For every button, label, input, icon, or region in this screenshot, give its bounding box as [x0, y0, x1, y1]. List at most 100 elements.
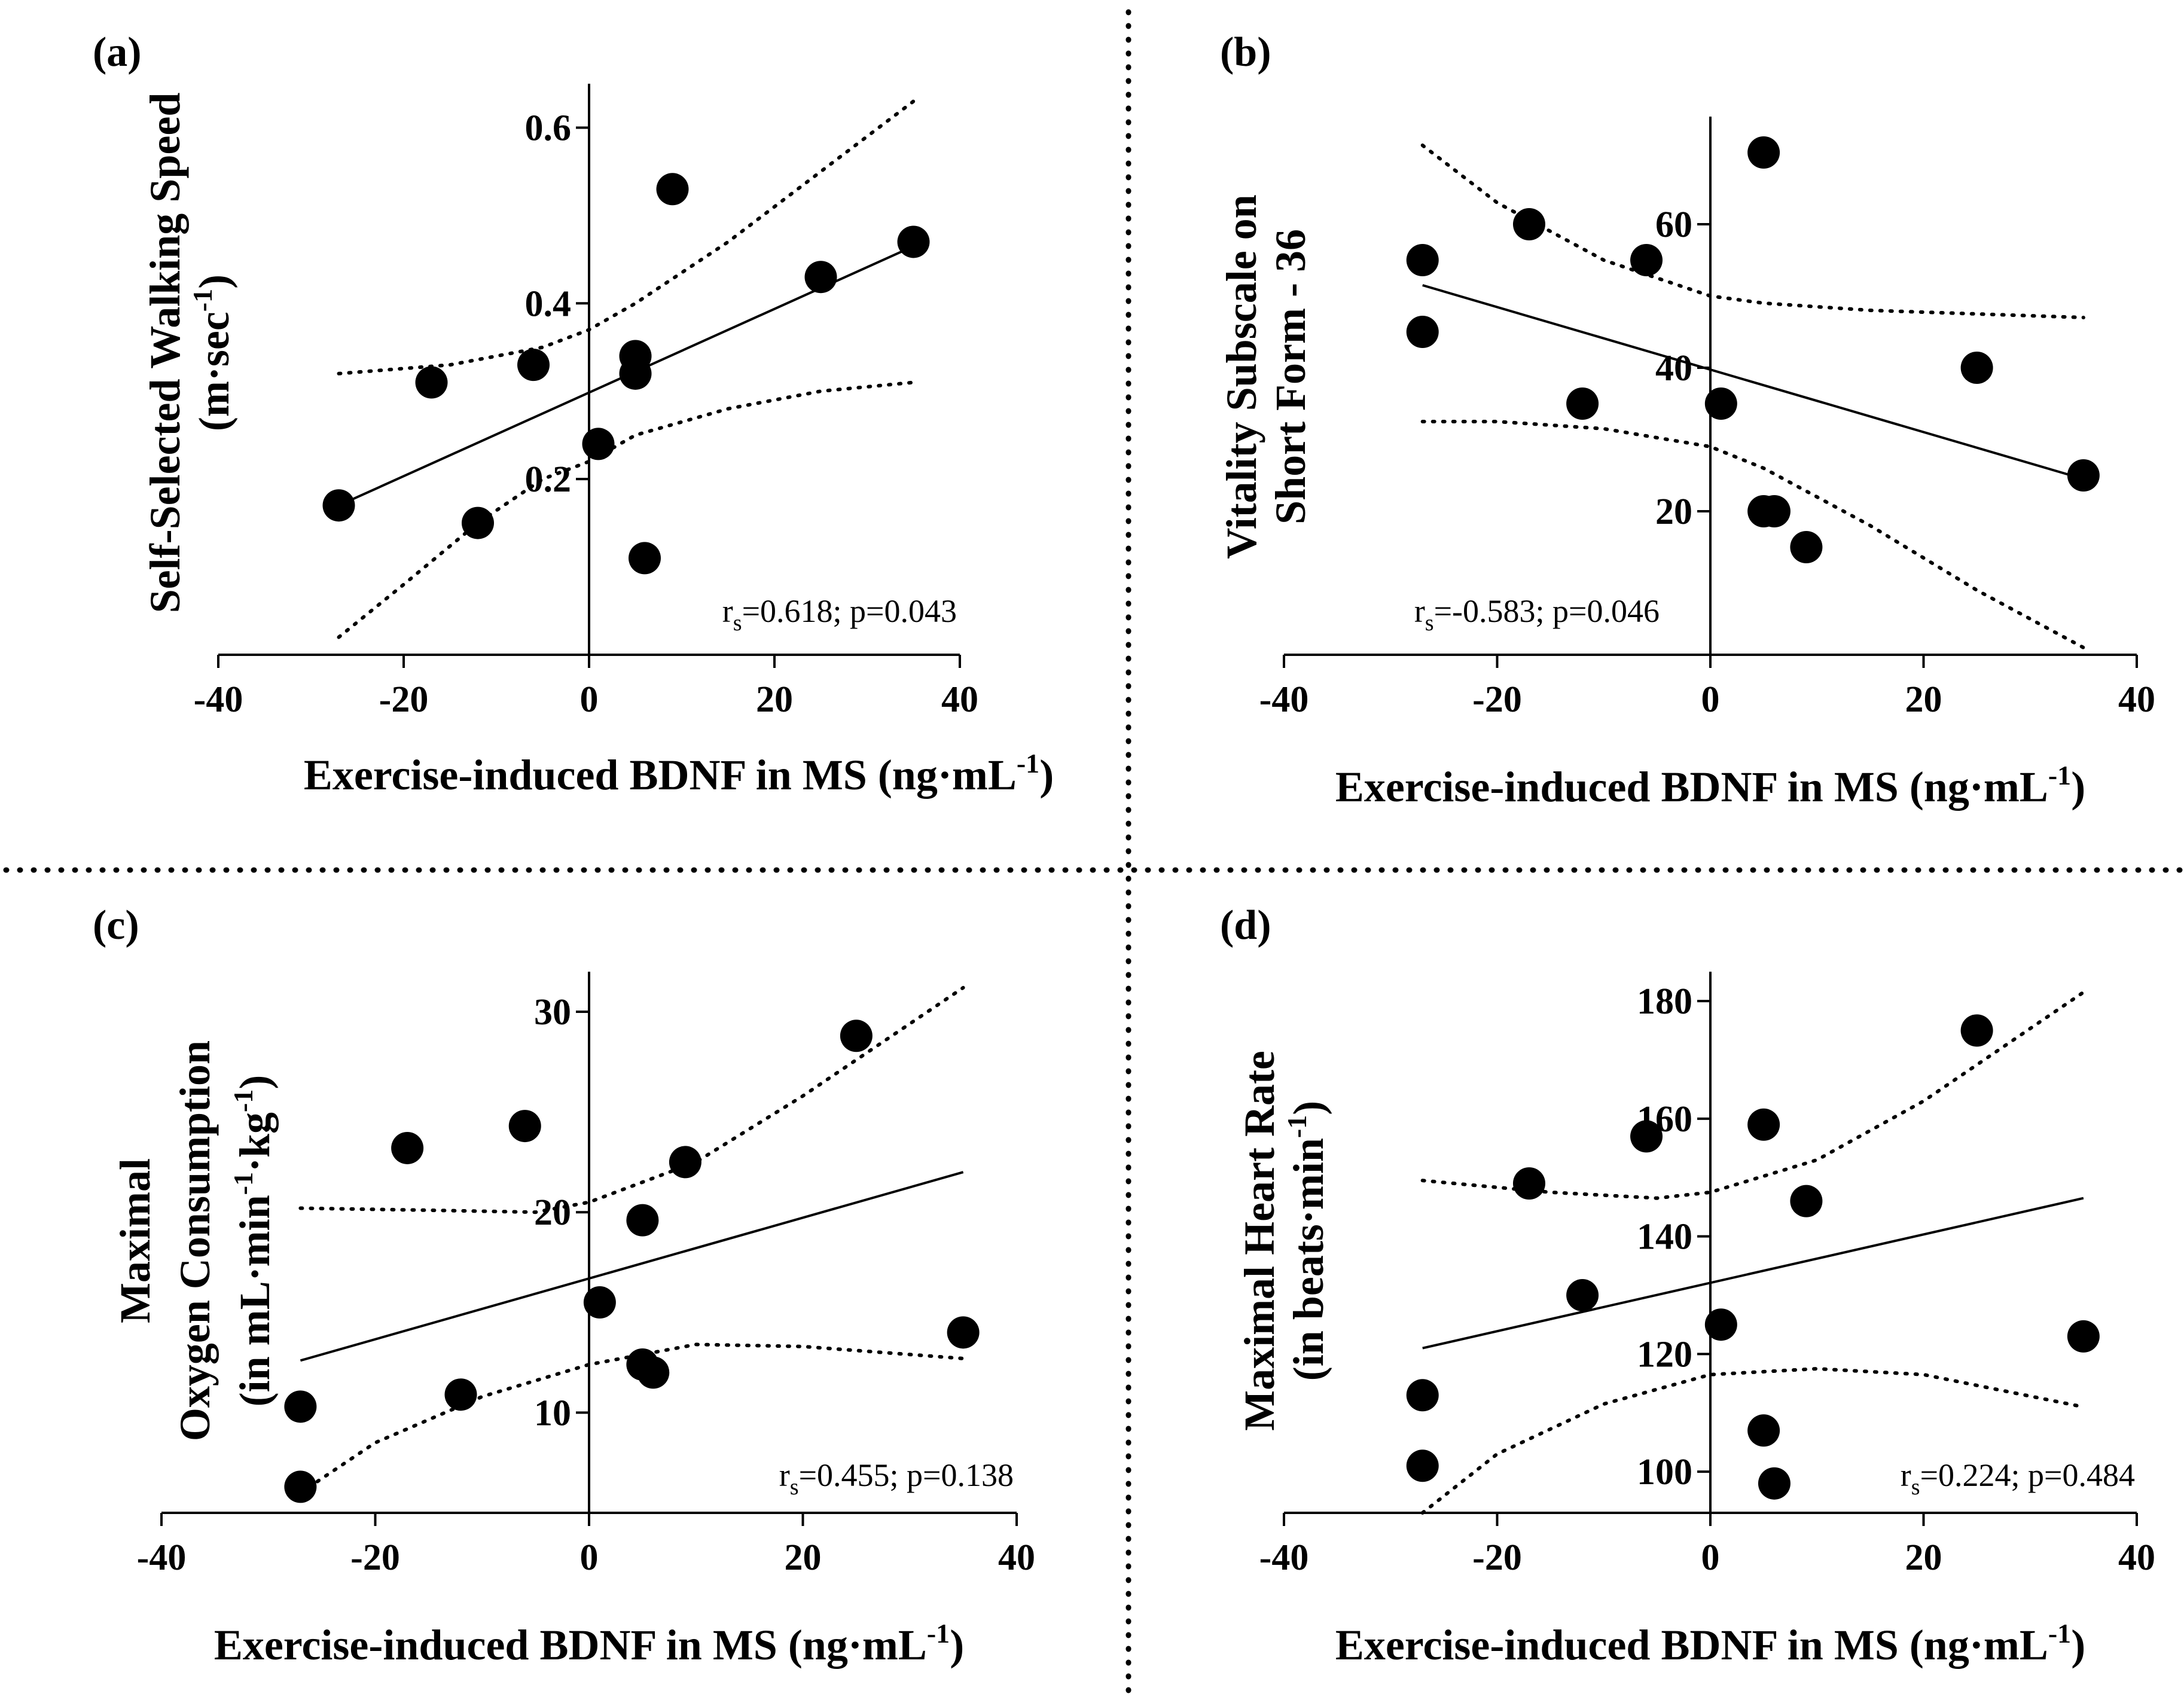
y-tick-label: 120 — [1637, 1334, 1692, 1375]
y-axis-title-line: Oxygen Consumption — [171, 1040, 219, 1441]
data-point — [840, 1020, 873, 1052]
x-axis-title-text: Exercise-induced BDNF in MS (ng·mL — [304, 751, 1017, 799]
data-point — [897, 225, 930, 258]
data-point — [1747, 136, 1780, 169]
x-tick-label: 0 — [580, 1537, 599, 1578]
stat-subscript: s — [790, 1475, 799, 1500]
x-tick-label: 40 — [998, 1537, 1035, 1578]
x-axis-title-superscript: -1 — [2048, 760, 2071, 791]
y-axis-title-line: Short Form - 36 — [1267, 229, 1314, 524]
y-tick-label: 60 — [1655, 205, 1692, 245]
y-axis-title: Maximal Heart Rate (in beats·min-1) — [1236, 1051, 1332, 1431]
data-point — [508, 1110, 541, 1143]
data-point — [284, 1470, 317, 1503]
y-axis-title-text: Self-Selected Walking Speed — [141, 93, 189, 614]
y-axis-title-text: Short Form - 36 — [1267, 229, 1314, 524]
y-axis-title: Maximal Oxygen Consumption (in mL·min -1·kg… — [111, 1040, 279, 1441]
ci-lower-line — [1420, 420, 2085, 649]
panel-a: (a) -40 -20 0 20 40 0.2 0.4 0.6 Exercise-induced … — [93, 29, 1054, 799]
y-axis-title-text: ) — [231, 1075, 279, 1089]
y-axis-title-superscript: -1 — [228, 1089, 258, 1112]
data-point — [583, 1286, 616, 1319]
x-tick-label: -20 — [1472, 679, 1522, 720]
x-axis-title-close: ) — [1039, 751, 1054, 799]
y-axis-title-text: ·kg — [231, 1112, 279, 1172]
data-point — [444, 1378, 477, 1411]
y-axis-title-superscript: -1 — [187, 289, 218, 312]
regression-line — [1422, 284, 2084, 480]
y-tick-label: 0.2 — [525, 459, 572, 500]
x-tick-label: 0 — [1701, 1537, 1720, 1578]
ci-upper-line — [298, 985, 965, 1214]
ci-lower-line — [1420, 1366, 2085, 1515]
y-tick-label: 20 — [534, 1192, 571, 1233]
x-tick-label: 20 — [1905, 1537, 1942, 1578]
stat-subscript: s — [733, 611, 742, 636]
data-point — [804, 261, 837, 294]
y-axis-title-text: ) — [190, 274, 238, 289]
data-point — [1512, 208, 1545, 240]
y-axis-title-text: (m·sec — [190, 312, 238, 431]
panel-label-d: (d) — [1220, 902, 1271, 948]
x-tick-label: -40 — [194, 679, 243, 720]
data-point — [626, 1204, 659, 1237]
x-axis-title: Exercise-induced BDNF in MS (ng·mL-1) — [214, 1618, 964, 1669]
stat-values: =0.618; p=0.043 — [742, 593, 957, 629]
x-tick-label: 40 — [2118, 679, 2155, 720]
data-point — [1790, 1185, 1823, 1217]
data-point — [637, 1356, 670, 1389]
data-point — [1406, 316, 1439, 348]
y-axis-title-text: (in mL·min — [231, 1195, 279, 1406]
data-point — [629, 542, 661, 575]
y-axis-title-text: Maximal — [111, 1158, 159, 1323]
y-axis-title-text: Oxygen Consumption — [171, 1040, 219, 1441]
panel-c: (c) -40 -20 0 20 40 10 20 30 Exercise-induced BDN… — [93, 902, 1035, 1669]
y-axis-title-superscript: -1 — [1282, 1115, 1312, 1138]
x-tick-label: 20 — [785, 1537, 822, 1578]
x-axis-title-text: Exercise-induced BDNF in MS (ng·mL — [1335, 1621, 2048, 1669]
y-axis-title: Vitality Subscale on Short Form - 36 — [1218, 194, 1314, 558]
x-axis-title: Exercise-induced BDNF in MS (ng·mL-1) — [304, 748, 1054, 799]
panel-label-c: (c) — [93, 902, 139, 948]
data-point — [1704, 387, 1737, 420]
data-point — [517, 349, 550, 382]
y-tick-label: 10 — [534, 1393, 571, 1433]
x-tick-label: 0 — [580, 679, 599, 720]
data-point — [1747, 1108, 1780, 1141]
y-axis-title-line: (m·sec-1) — [187, 274, 238, 431]
data-point — [582, 428, 615, 460]
data-point — [1960, 1014, 1993, 1047]
ci-lower-line — [298, 1342, 965, 1495]
panel-label-b: (b) — [1220, 29, 1271, 75]
stat-r: r — [1414, 593, 1425, 629]
stat-annotation: rs=0.618; p=0.043 — [722, 593, 957, 636]
data-point — [1406, 1379, 1439, 1412]
y-axis-title-text: Vitality Subscale on — [1218, 194, 1265, 558]
y-axis-title-text: (in beats·min — [1285, 1138, 1332, 1381]
y-axis-title-text: Maximal Heart Rate — [1236, 1051, 1283, 1431]
ci-upper-line — [1420, 144, 2085, 319]
x-tick-label: -40 — [137, 1537, 187, 1578]
x-axis-title: Exercise-induced BDNF in MS (ng·mL-1) — [1335, 760, 2085, 811]
data-point — [656, 173, 689, 206]
data-point — [2067, 459, 2100, 492]
panels: (a) -40 -20 0 20 40 0.2 0.4 0.6 Exercise-induced … — [93, 29, 2155, 1669]
ci-upper-line — [1420, 990, 2085, 1200]
y-axis-title-line: Maximal — [111, 1158, 159, 1323]
x-tick-label: 40 — [2118, 1537, 2155, 1578]
data-point — [1566, 387, 1599, 420]
data-point — [391, 1131, 424, 1164]
data-point — [1630, 244, 1663, 276]
y-tick-label: 0.4 — [525, 283, 572, 324]
stat-annotation: rs=0.224; p=0.484 — [1901, 1457, 2135, 1500]
data-point — [1512, 1167, 1545, 1200]
y-axis-title-text: ) — [1285, 1101, 1332, 1115]
x-axis-title-close: ) — [2071, 763, 2085, 811]
y-tick-label: 100 — [1637, 1452, 1692, 1493]
y-tick-label: 180 — [1637, 981, 1692, 1022]
data-point — [1704, 1308, 1737, 1341]
stat-subscript: s — [1911, 1475, 1920, 1500]
ci-upper-line — [337, 99, 916, 376]
